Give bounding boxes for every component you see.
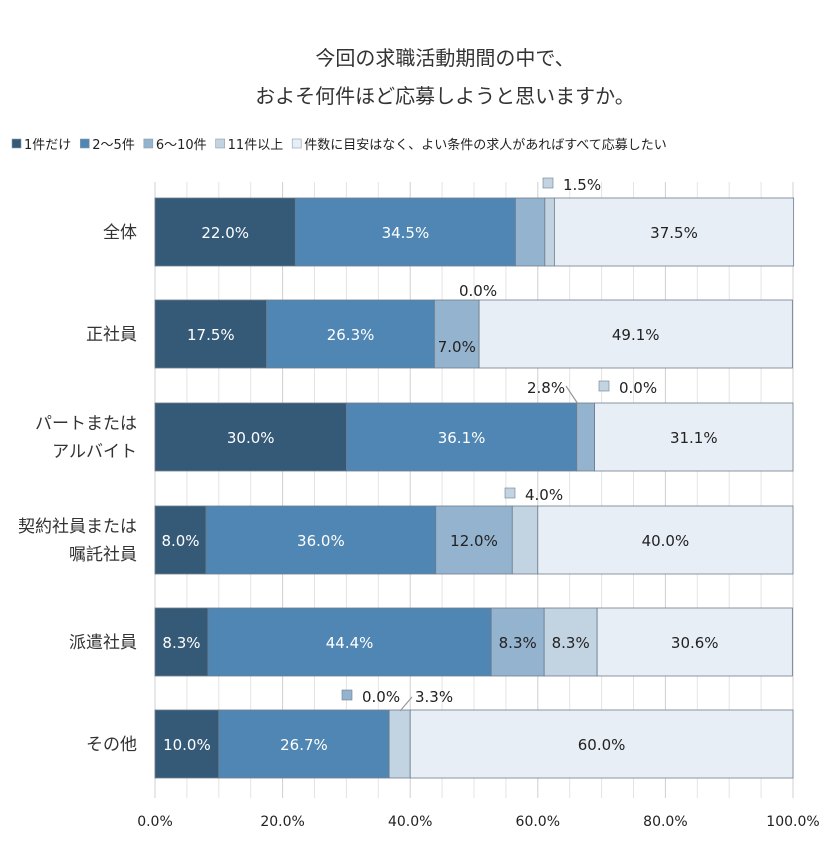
leader-line (399, 696, 413, 712)
callout-swatch (504, 487, 516, 499)
callout-swatch (598, 380, 610, 392)
bar-segment (218, 709, 390, 779)
legend-swatch (11, 138, 22, 149)
bar-segment (266, 299, 435, 369)
chart-title: およそ何件ほど応募しようと思いますか。 (255, 84, 635, 108)
category-label: 正社員 (86, 325, 137, 345)
bar-segment (596, 607, 793, 677)
legend-label: 2～5件 (92, 138, 135, 153)
bar-segment (345, 402, 578, 472)
bar-segment (478, 299, 793, 369)
data-label: 8.0% (161, 532, 199, 550)
data-label: 60.0% (578, 736, 626, 754)
data-label: 26.3% (327, 326, 375, 344)
data-label: 22.0% (201, 224, 249, 242)
legend-label: 1件だけ (24, 138, 71, 153)
legend-label: 11件以上 (228, 138, 284, 153)
data-label: 0.0% (362, 688, 400, 706)
data-label: 0.0% (459, 282, 497, 300)
bar-segment (388, 709, 411, 779)
bar-segment (409, 709, 794, 779)
legend-label: 件数に目安はなく、よい条件の求人があればすべて応募したい (304, 137, 667, 153)
leader-line (565, 385, 579, 405)
category-label: 契約社員または (18, 517, 137, 537)
category-label: 嘱託社員 (69, 545, 137, 565)
category-label: 全体 (103, 223, 137, 243)
category-label: 派遣社員 (69, 633, 137, 653)
data-label: 8.3% (162, 634, 200, 652)
data-label: 1.5% (563, 176, 601, 194)
bar-segment (434, 299, 480, 369)
data-label: 34.5% (382, 224, 430, 242)
bar-segment (154, 299, 268, 369)
data-label: 26.7% (280, 736, 328, 754)
legend-swatch (143, 138, 154, 149)
data-label: 4.0% (525, 486, 563, 504)
data-label: 10.0% (163, 736, 211, 754)
data-label: 36.0% (297, 532, 345, 550)
bar-segment (154, 505, 207, 575)
x-tick-label: 100.0% (766, 814, 819, 830)
bar-segment (553, 197, 795, 267)
bar-segment (154, 607, 209, 677)
callout-swatch (341, 689, 353, 701)
bar-segment (515, 197, 546, 267)
x-tick-label: 20.0% (260, 814, 304, 830)
bar-segment (544, 197, 555, 267)
data-label: 2.8% (527, 379, 565, 397)
bar-segment (490, 607, 545, 677)
bar-segment (154, 709, 220, 779)
data-label: 49.1% (612, 326, 660, 344)
bar-segment (205, 505, 437, 575)
x-tick-label: 80.0% (643, 814, 687, 830)
data-label: 17.5% (187, 326, 235, 344)
data-label: 44.4% (326, 634, 374, 652)
data-label: 30.0% (227, 429, 275, 447)
data-label: 40.0% (642, 532, 690, 550)
category-label: パートまたは (35, 414, 137, 434)
legend-swatch (291, 138, 302, 149)
data-label: 8.3% (552, 634, 590, 652)
bar-segment (207, 607, 492, 677)
category-label: アルバイト (52, 442, 137, 462)
chart-title: 今回の求職活動期間の中で、 (315, 46, 574, 70)
data-label: 30.6% (671, 634, 719, 652)
legend-label: 6～10件 (156, 138, 207, 153)
x-tick-label: 40.0% (388, 814, 432, 830)
bar-segment (435, 505, 513, 575)
x-tick-label: 60.0% (516, 814, 560, 830)
data-label: 7.0% (438, 338, 476, 356)
bar-segment (594, 402, 794, 472)
data-label: 3.3% (415, 688, 453, 706)
category-label: その他 (86, 735, 137, 755)
bar-segment (576, 402, 595, 472)
x-tick-label: 0.0% (137, 814, 173, 830)
data-label: 36.1% (438, 429, 486, 447)
callout-swatch (542, 177, 554, 189)
data-label: 8.3% (499, 634, 537, 652)
data-label: 31.1% (670, 429, 718, 447)
bar-segment (543, 607, 598, 677)
bar-segment (511, 505, 539, 575)
legend-swatch (215, 138, 225, 149)
data-label: 12.0% (450, 532, 498, 550)
data-label: 0.0% (619, 379, 657, 397)
legend-swatch (79, 138, 90, 149)
data-label: 37.5% (650, 224, 698, 242)
bar-segment (537, 505, 794, 575)
